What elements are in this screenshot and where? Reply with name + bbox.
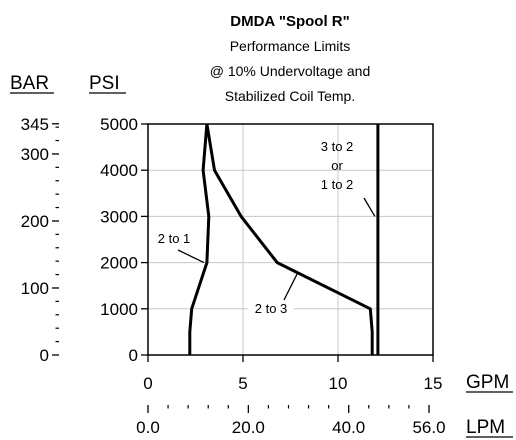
psi-tick-label-4: 4000 [100, 161, 138, 180]
psi-tick-label-2: 2000 [100, 254, 138, 273]
chart-titles: DMDA "Spool R" Performance Limits @ 10% … [210, 13, 371, 104]
chart-title: DMDA "Spool R" [230, 13, 350, 30]
annotation-label-1-0: 2 to 3 [255, 301, 288, 316]
chart-subtitle-line-3: Stabilized Coil Temp. [225, 88, 355, 104]
lpm-axis: 0.0 20.0 40.0 56.0 [136, 405, 445, 437]
lpm-tick-label-0: 0.0 [136, 418, 160, 437]
annotation-label-0-0: 2 to 1 [158, 231, 191, 246]
annotation-label-2-0: 3 to 2 [321, 139, 354, 154]
psi-tick-label-1: 1000 [100, 300, 138, 319]
lpm-tick-label-1: 20.0 [232, 418, 265, 437]
bar-tick-label-1: 100 [21, 279, 49, 298]
bar-unit-label: BAR [10, 73, 49, 94]
chart-subtitle-line-2: @ 10% Undervoltage and [210, 63, 371, 79]
series [190, 124, 378, 355]
series-line-0 [190, 124, 209, 355]
bar-tick-label-3: 300 [21, 145, 49, 164]
gpm-tick-label-2: 10 [329, 374, 348, 393]
bar-axis: 0 100 200 300 345 [21, 115, 59, 365]
psi-tick-label-0: 0 [129, 346, 138, 365]
lpm-unit-label: LPM [466, 417, 505, 438]
gpm-axis: 0 5 10 15 [143, 355, 442, 393]
gpm-unit-label: GPM [466, 372, 509, 393]
bar-tick-label-0: 0 [40, 346, 49, 365]
psi-unit-label: PSI [89, 73, 120, 94]
annotation-label-2-1: or [331, 158, 343, 173]
gpm-tick-label-1: 5 [238, 374, 247, 393]
bar-tick-label-4: 345 [21, 115, 49, 134]
psi-tick-label-5: 5000 [100, 115, 138, 134]
annotation-leader-2 [364, 198, 375, 216]
psi-tick-label-3: 3000 [100, 207, 138, 226]
gpm-tick-label-0: 0 [143, 374, 152, 393]
psi-axis: 0 1000 2000 3000 4000 5000 [100, 115, 148, 365]
lpm-tick-label-2: 40.0 [332, 418, 365, 437]
annotations: 2 to 1 2 to 3 3 to 2 or 1 to 2 [158, 139, 375, 317]
gpm-tick-label-3: 15 [424, 374, 443, 393]
annotation-leader-1 [284, 274, 297, 300]
chart-subtitle-line-1: Performance Limits [230, 38, 351, 54]
annotation-leader-0 [178, 250, 204, 263]
series-line-1 [207, 124, 372, 355]
annotation-label-2-2: 1 to 2 [321, 177, 354, 192]
lpm-tick-label-3: 56.0 [412, 418, 445, 437]
bar-tick-label-2: 200 [21, 212, 49, 231]
